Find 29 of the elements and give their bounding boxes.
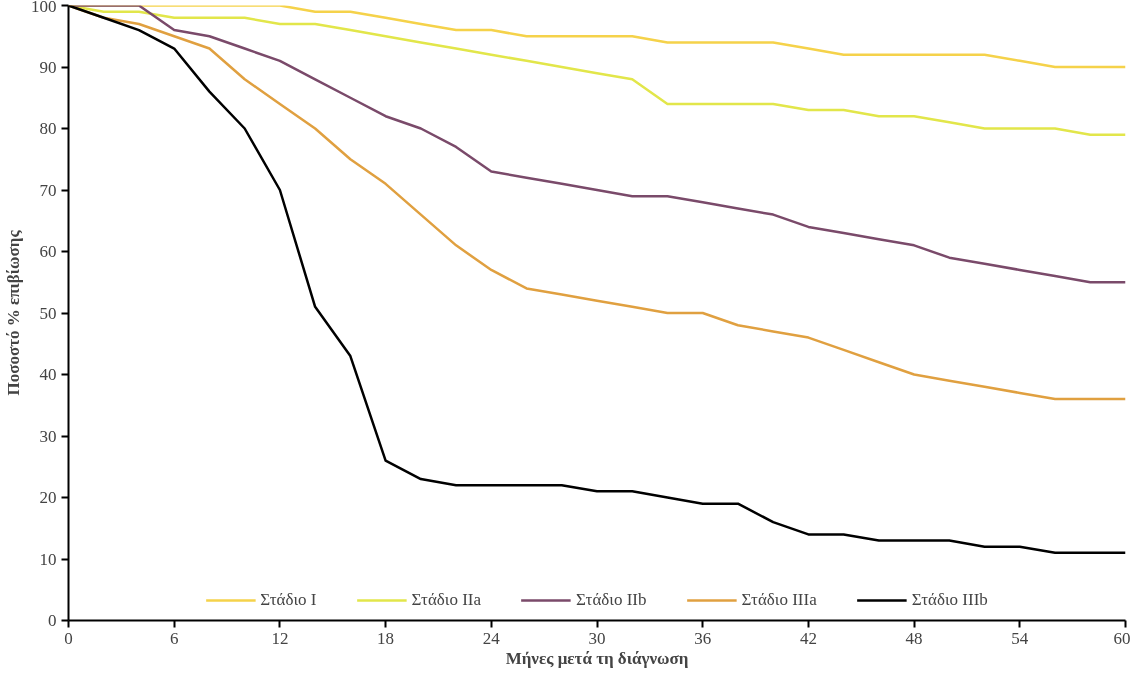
x-tick-label: 30 bbox=[588, 628, 606, 648]
x-tick-label: 36 bbox=[694, 628, 712, 648]
x-tick-label: 6 bbox=[169, 628, 179, 648]
legend-label: Στάδιο IIb bbox=[576, 590, 647, 610]
y-tick-label: 60 bbox=[39, 242, 57, 261]
y-tick-label: 40 bbox=[39, 365, 57, 384]
y-tick-label: 20 bbox=[39, 488, 57, 507]
y-tick-label: 0 bbox=[48, 611, 57, 630]
legend-label: Στάδιο I bbox=[260, 590, 317, 610]
y-tick-label: 50 bbox=[39, 303, 57, 323]
x-tick-label: 18 bbox=[377, 628, 395, 648]
x-tick-label: 0 bbox=[64, 628, 73, 648]
legend-label: Στάδιο IIIb bbox=[911, 590, 988, 610]
y-tick-label: 80 bbox=[39, 119, 57, 138]
legend-label: Στάδιο IIa bbox=[411, 590, 482, 610]
x-tick-label: 48 bbox=[905, 628, 923, 648]
x-tick-label: 12 bbox=[271, 628, 289, 648]
x-axis-title: Μήνες μετά τη διάγνωση bbox=[505, 648, 689, 668]
y-axis-title: Ποσοστό % επιβίωσης bbox=[4, 229, 23, 396]
x-tick-label: 54 bbox=[1011, 628, 1029, 648]
y-tick-label: 70 bbox=[39, 180, 57, 200]
x-tick-label: 24 bbox=[482, 628, 501, 648]
x-tick-label: 60 bbox=[1113, 628, 1131, 648]
y-tick-label: 30 bbox=[39, 426, 57, 446]
y-tick-label: 10 bbox=[39, 549, 57, 569]
y-tick-label: 100 bbox=[31, 0, 57, 16]
x-tick-label: 42 bbox=[799, 628, 817, 648]
y-tick-label: 90 bbox=[39, 57, 57, 77]
legend-label: Στάδιο IIIa bbox=[741, 590, 817, 610]
